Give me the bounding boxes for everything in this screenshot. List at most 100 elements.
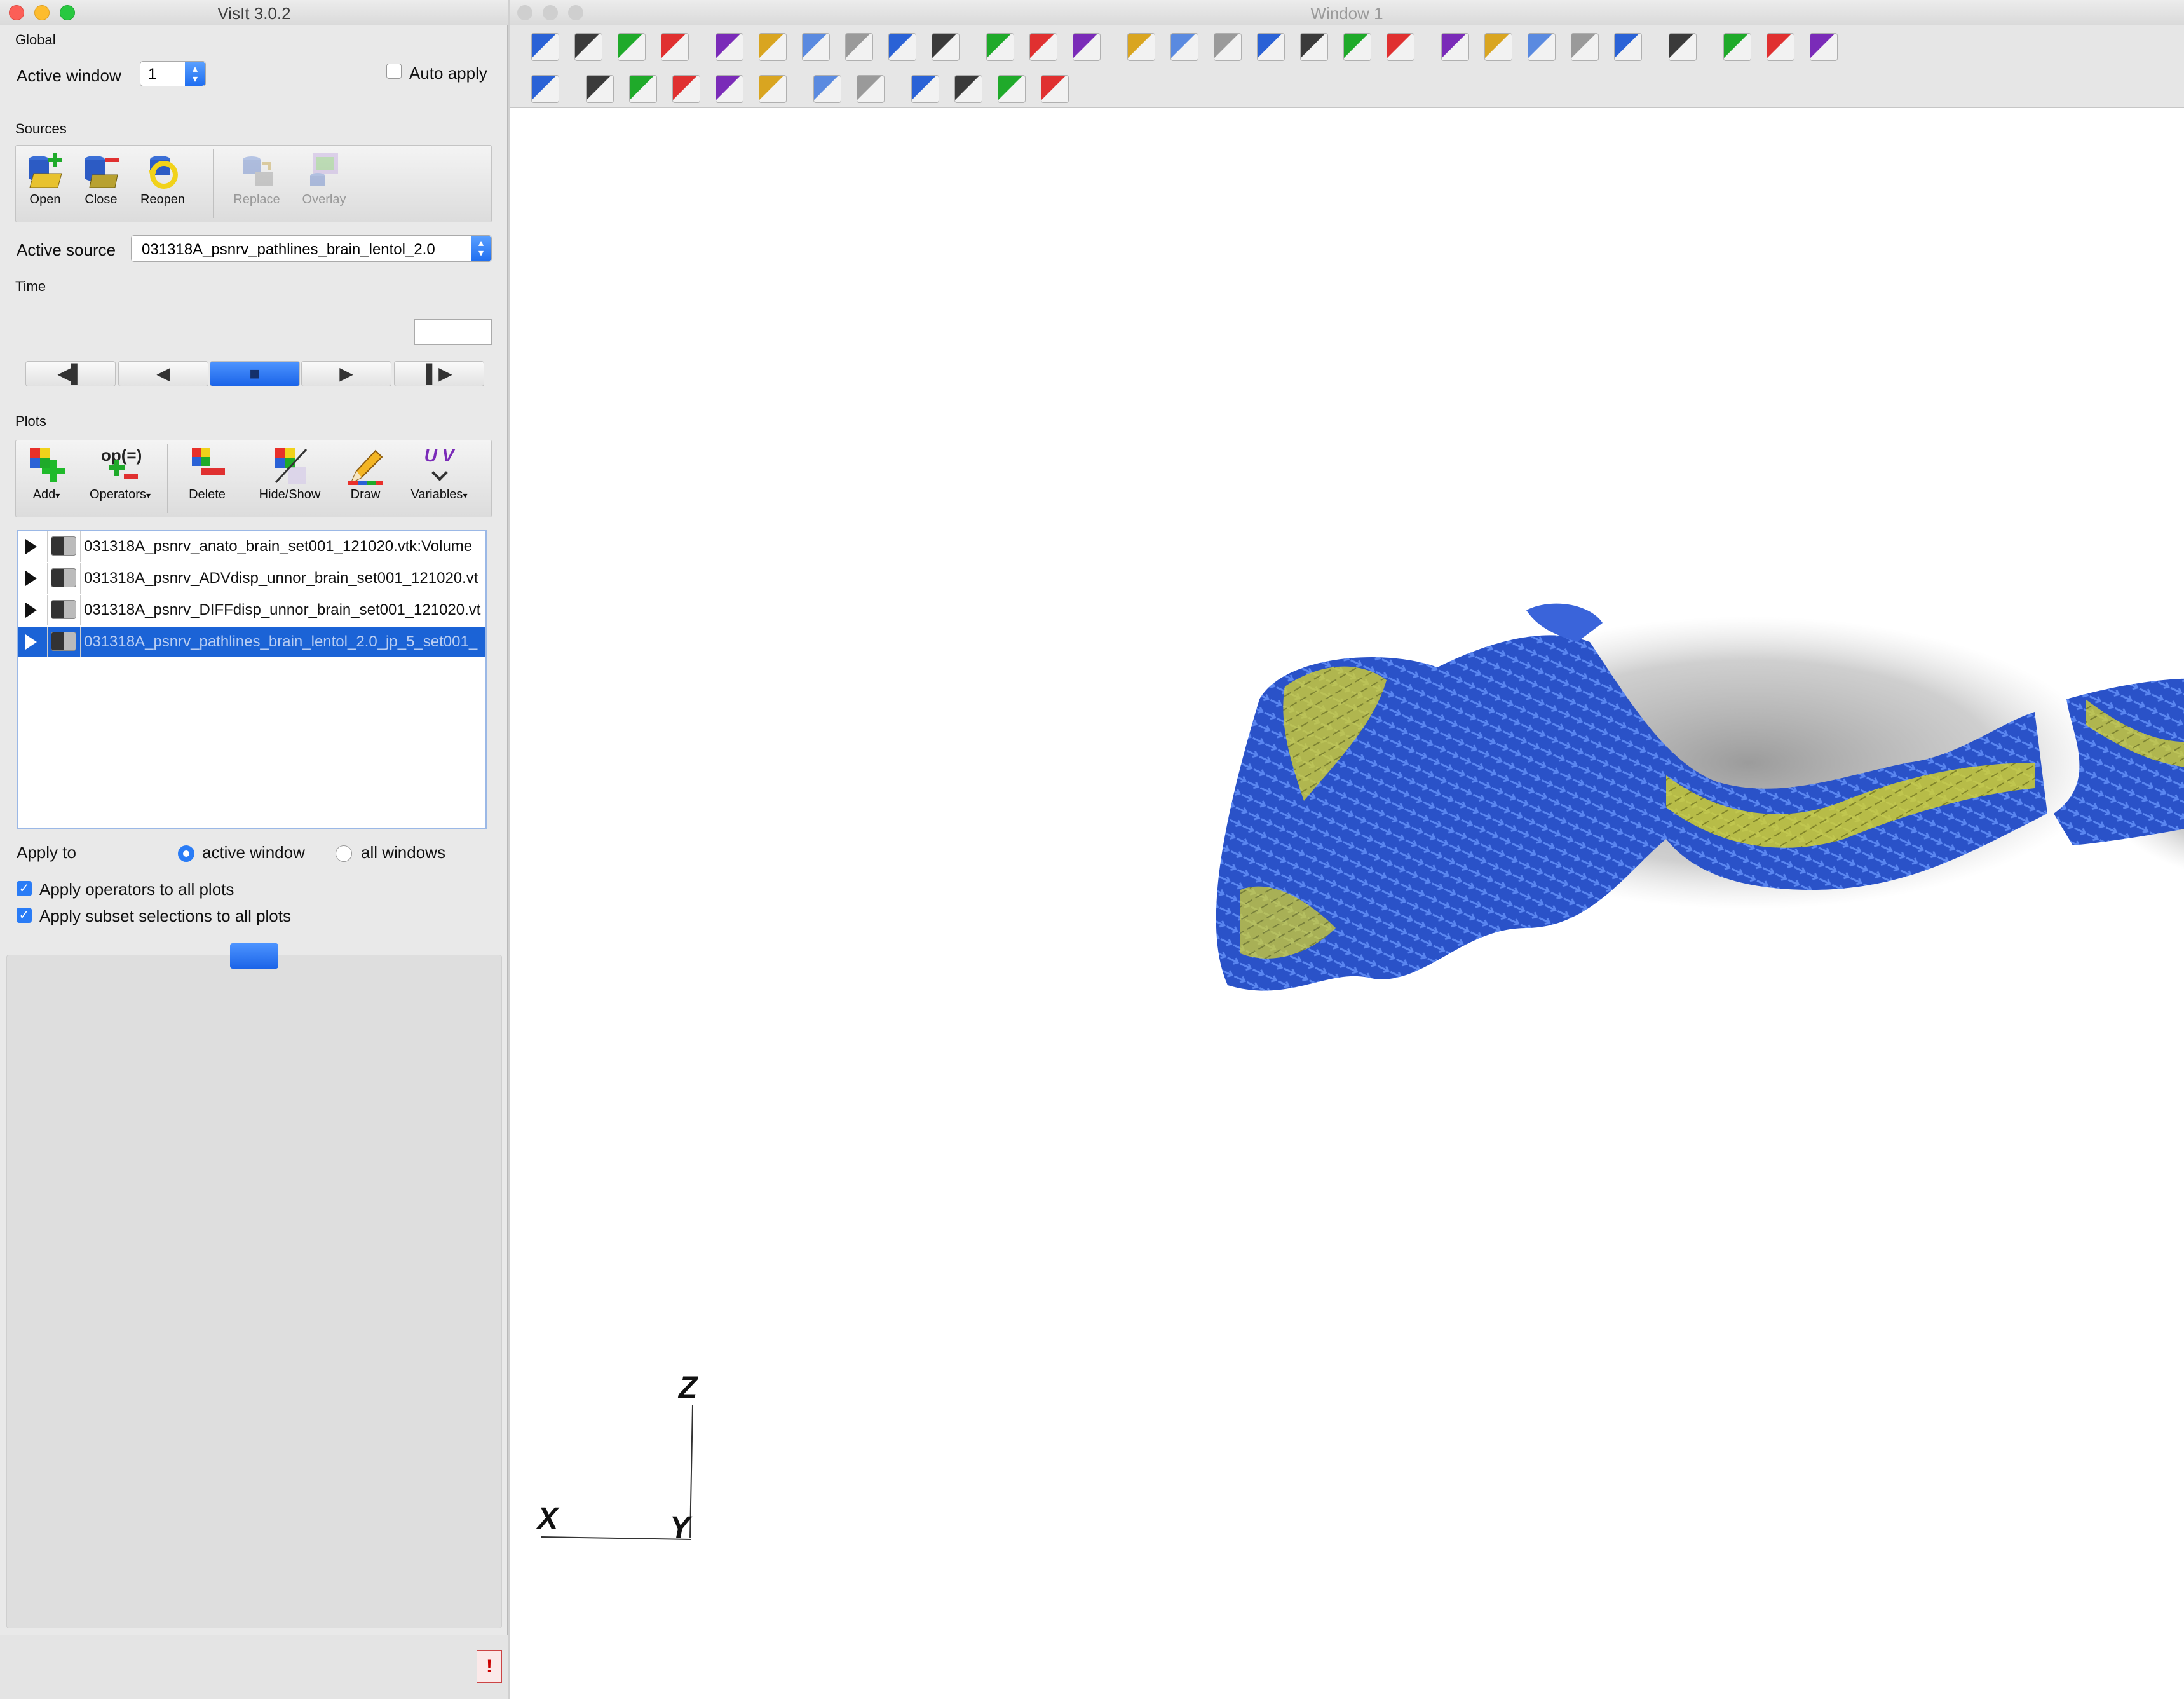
apply-subset-checkbox[interactable]: ✓ — [17, 908, 32, 923]
minimize-window-icon[interactable] — [543, 5, 558, 20]
minimize-window-icon[interactable] — [34, 5, 50, 20]
hide-show-button[interactable]: Hide/Show — [250, 446, 330, 502]
active-window-icon[interactable] — [531, 33, 559, 61]
lineout-icon[interactable] — [813, 75, 841, 103]
slider-tool-icon[interactable] — [1041, 75, 1069, 103]
plot-list-item[interactable]: 031318A_psnrv_DIFFdisp_unnor_brain_set00… — [18, 595, 485, 625]
draw-button[interactable]: Draw — [339, 446, 392, 502]
play-button[interactable]: ▶ — [301, 361, 391, 386]
visibility-toggle-icon[interactable] — [51, 632, 76, 651]
last-frame-button[interactable]: ▌▶ — [394, 361, 484, 386]
visibility-toggle-icon[interactable] — [51, 536, 76, 556]
viewer-toolbar-1 — [510, 25, 2184, 67]
sphere-tool-icon[interactable] — [998, 75, 1026, 103]
clone-window-icon[interactable] — [618, 33, 646, 61]
active-window-spinbox[interactable]: 1 ▴ ▾ — [140, 61, 206, 86]
visibility-toggle-icon[interactable] — [51, 568, 76, 587]
warning-icon[interactable]: ! — [477, 1650, 502, 1683]
person-icon[interactable] — [1723, 33, 1751, 61]
expand-arrow-icon[interactable] — [25, 634, 37, 650]
navigate-icon[interactable] — [531, 75, 559, 103]
last-frame-icon[interactable] — [1614, 33, 1642, 61]
main-titlebar: VisIt 3.0.2 — [0, 0, 508, 25]
layout-1x2-icon[interactable] — [759, 33, 787, 61]
apply-operators-label: Apply operators to all plots — [39, 880, 234, 899]
zoom-window-icon[interactable] — [60, 5, 75, 20]
plot-list-item[interactable]: 031318A_psnrv_ADVdisp_unnor_brain_set001… — [18, 563, 485, 594]
camera4-icon[interactable] — [1300, 33, 1328, 61]
brain-vector-visualization[interactable] — [1145, 572, 2184, 1144]
active-source-dropdown[interactable]: 031318A_psnrv_pathlines_brain_lentol_2.0… — [131, 235, 492, 262]
stop-icon[interactable] — [1528, 33, 1556, 61]
open-button[interactable]: Open — [20, 151, 71, 207]
sources-toolbar: Open Close Reopen Replace Overlay — [15, 145, 492, 222]
first-frame-icon[interactable] — [1441, 33, 1469, 61]
variables-button[interactable]: U V Variables▾ — [401, 446, 477, 502]
close-window-icon[interactable] — [517, 5, 532, 20]
prev-frame-button[interactable]: ◀ — [118, 361, 208, 386]
delete-window-icon[interactable] — [661, 33, 689, 61]
stop-button[interactable]: ■ — [210, 361, 300, 386]
expand-arrow-icon[interactable] — [25, 603, 37, 618]
operators-button[interactable]: op(=) Operators▾ — [82, 446, 158, 502]
operators-icon-text: op(=) — [101, 446, 142, 465]
camera3-icon[interactable] — [1257, 33, 1285, 61]
expand-arrow-icon[interactable] — [25, 571, 37, 586]
save-image-icon[interactable] — [1127, 33, 1155, 61]
active-window-radio[interactable] — [178, 845, 194, 862]
visibility-toggle-icon[interactable] — [51, 600, 76, 619]
add-plot-button[interactable]: Add▾ — [20, 446, 73, 502]
auto-apply-checkbox[interactable] — [386, 64, 402, 79]
plot-list-item[interactable]: 031318A_psnrv_anato_brain_set001_121020.… — [18, 531, 485, 562]
plot-attributes-panel — [6, 955, 502, 1628]
replace-button[interactable]: Replace — [228, 151, 285, 207]
spin-arrows-icon[interactable]: ▴ ▾ — [185, 62, 205, 86]
axes-triad — [541, 1404, 693, 1540]
line-icon[interactable] — [857, 75, 885, 103]
reopen-button[interactable]: Reopen — [134, 151, 191, 207]
plot-list-item-selected[interactable]: 031318A_psnrv_pathlines_brain_lentol_2.0… — [18, 627, 485, 657]
prev-frame-icon[interactable] — [1484, 33, 1512, 61]
layout-2x4-icon[interactable] — [888, 33, 916, 61]
lock-icon[interactable] — [1029, 33, 1057, 61]
perspective-icon[interactable] — [1073, 33, 1101, 61]
plot-list[interactable]: 031318A_psnrv_anato_brain_set001_121020.… — [17, 530, 487, 829]
curve-pick-icon[interactable] — [759, 75, 787, 103]
plane-tool-icon[interactable] — [911, 75, 939, 103]
globe-icon[interactable] — [1387, 33, 1414, 61]
pick-spreadsheet-icon[interactable] — [716, 75, 743, 103]
spin-icon[interactable] — [986, 33, 1014, 61]
overlay-button[interactable]: Overlay — [295, 151, 353, 207]
all-windows-radio[interactable] — [336, 845, 352, 862]
layout-2x2-icon[interactable] — [802, 33, 830, 61]
hide-show-icon — [275, 448, 308, 484]
play-icon[interactable] — [1571, 33, 1599, 61]
vector-field-blue — [1216, 635, 2047, 991]
expand-arrow-icon[interactable] — [25, 539, 37, 554]
dropdown-arrows-icon[interactable]: ▴ ▾ — [471, 236, 491, 261]
layout-3x3-icon[interactable] — [932, 33, 960, 61]
person3-icon[interactable] — [1810, 33, 1838, 61]
zoom-icon[interactable] — [586, 75, 614, 103]
layout-2x3-icon[interactable] — [845, 33, 873, 61]
color-table-icon[interactable] — [1669, 33, 1697, 61]
apply-operators-checkbox[interactable]: ✓ — [17, 881, 32, 896]
zoom-window-icon[interactable] — [568, 5, 583, 20]
camera5-icon[interactable] — [1343, 33, 1371, 61]
time-field[interactable] — [414, 319, 492, 345]
layout-1x1-icon[interactable] — [716, 33, 743, 61]
person2-icon[interactable] — [1767, 33, 1794, 61]
splitter-handle[interactable] — [230, 943, 278, 969]
vector-field-yellow-band — [1666, 763, 2035, 848]
pick-zone-icon[interactable] — [629, 75, 657, 103]
delete-plot-button[interactable]: Delete — [179, 446, 236, 502]
camera2-icon[interactable] — [1214, 33, 1242, 61]
new-window-icon[interactable] — [574, 33, 602, 61]
box-tool-icon[interactable] — [954, 75, 982, 103]
first-frame-button[interactable]: ◀▌ — [25, 361, 116, 386]
pick-node-icon[interactable] — [672, 75, 700, 103]
camera-icon[interactable] — [1170, 33, 1198, 61]
close-window-icon[interactable] — [9, 5, 24, 20]
vector-field-yellow-right — [2086, 699, 2184, 767]
close-button[interactable]: Close — [76, 151, 126, 207]
